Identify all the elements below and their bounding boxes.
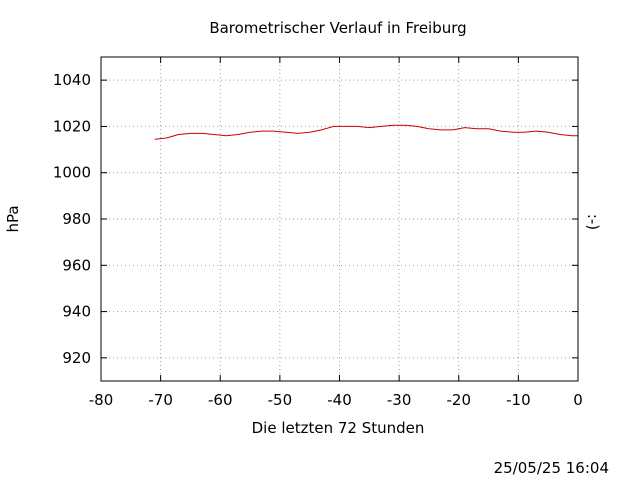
x-tick-label: -50: [268, 391, 293, 409]
smiley-label: :-): [584, 214, 602, 230]
x-tick-label: -80: [89, 391, 114, 409]
y-tick-label: 1020: [53, 117, 91, 135]
y-axis-label: hPa: [4, 205, 22, 232]
x-tick-label: -10: [506, 391, 531, 409]
x-axis-label: Die letzten 72 Stunden: [252, 419, 425, 437]
plot-frame: [100, 56, 579, 382]
x-tick-label: -30: [387, 391, 412, 409]
x-tick-label: -60: [208, 391, 233, 409]
pressure-series: [154, 124, 578, 140]
grid-lines: [101, 57, 578, 381]
x-tick-label: -20: [447, 391, 472, 409]
x-tick-label: -70: [148, 391, 173, 409]
y-tick-label: 960: [62, 256, 91, 274]
y-tick-label: 940: [62, 303, 91, 321]
y-tick-label: 1000: [53, 164, 91, 182]
chart-title: Barometrischer Verlauf in Freiburg: [209, 19, 466, 37]
x-tick-label: -40: [327, 391, 352, 409]
y-tick-labels: 920 940 960 980 1000 1020 1040: [53, 71, 91, 367]
timestamp: 25/05/25 16:04: [494, 459, 609, 477]
y-tick-label: 1040: [53, 71, 91, 89]
y-tick-label: 920: [62, 349, 91, 367]
pressure-line: [154, 124, 578, 140]
x-tick-label: 0: [573, 391, 583, 409]
y-tick-label: 980: [62, 210, 91, 228]
x-tick-labels: -80 -70 -60 -50 -40 -30 -20 -10 0: [89, 391, 583, 409]
